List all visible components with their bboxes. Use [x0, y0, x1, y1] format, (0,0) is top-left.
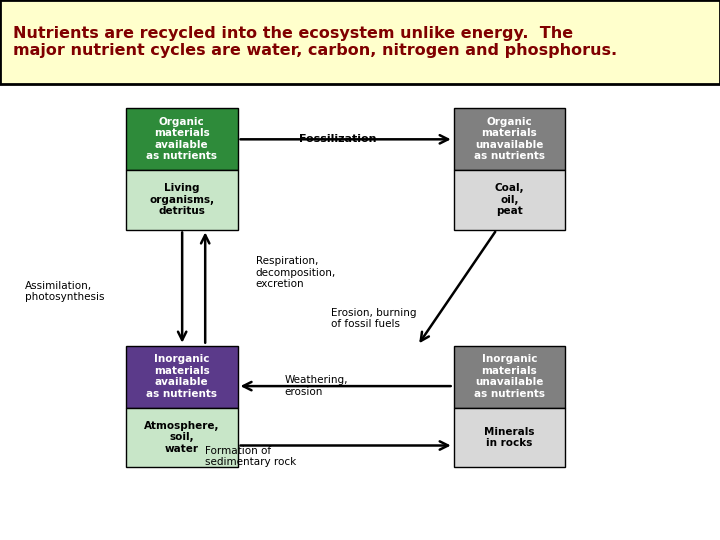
Text: Atmosphere,
soil,
water: Atmosphere, soil, water: [144, 421, 220, 454]
Text: Organic
materials
available
as nutrients: Organic materials available as nutrients: [146, 117, 217, 161]
Text: Organic
materials
unavailable
as nutrients: Organic materials unavailable as nutrien…: [474, 117, 545, 161]
Text: Nutrients are recycled into the ecosystem unlike energy.  The
major nutrient cyc: Nutrients are recycled into the ecosyste…: [13, 26, 617, 58]
Bar: [126, 346, 238, 408]
Bar: [126, 108, 238, 170]
Text: Assimilation,
photosynthesis: Assimilation, photosynthesis: [25, 281, 104, 302]
Text: Formation of
sedimentary rock: Formation of sedimentary rock: [205, 446, 297, 467]
Bar: [126, 408, 238, 467]
Bar: [454, 170, 565, 230]
Text: Fossilization: Fossilization: [299, 134, 377, 144]
Text: Minerals
in rocks: Minerals in rocks: [484, 427, 535, 448]
Text: Inorganic
materials
unavailable
as nutrients: Inorganic materials unavailable as nutri…: [474, 354, 545, 399]
Bar: [454, 346, 565, 408]
Text: Erosion, burning
of fossil fuels: Erosion, burning of fossil fuels: [331, 308, 417, 329]
Bar: [0, 0, 720, 84]
Bar: [126, 170, 238, 230]
Text: Inorganic
materials
available
as nutrients: Inorganic materials available as nutrien…: [146, 354, 217, 399]
Text: Coal,
oil,
peat: Coal, oil, peat: [495, 183, 524, 217]
Bar: [454, 108, 565, 170]
Text: Weathering,
erosion: Weathering, erosion: [284, 375, 348, 397]
Text: Respiration,
decomposition,
excretion: Respiration, decomposition, excretion: [256, 256, 336, 289]
Bar: [454, 408, 565, 467]
Text: Living
organisms,
detritus: Living organisms, detritus: [149, 183, 215, 217]
